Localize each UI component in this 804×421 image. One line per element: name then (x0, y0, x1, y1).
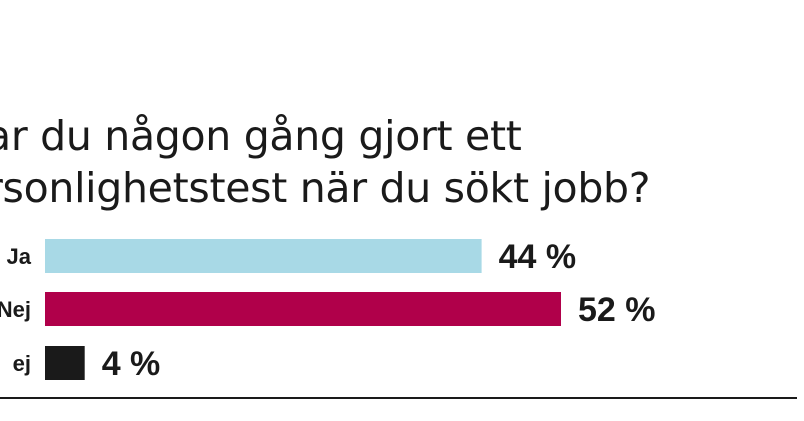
bottom-rule (0, 397, 797, 399)
value-label: 4 % (102, 345, 161, 383)
bar-nej (45, 292, 561, 326)
bar-ja (45, 239, 482, 273)
category-label: ej (13, 351, 31, 376)
chart-title-line-2: rsonlighetstest när du sökt jobb? (0, 164, 651, 212)
chart-title: ar du någon gång gjort ett rsonlighetste… (0, 110, 651, 214)
value-label: 52 % (578, 291, 656, 329)
category-label: Nej (0, 297, 31, 322)
category-label: Ja (7, 244, 32, 269)
bar-ej (45, 346, 85, 380)
chart-title-line-1: ar du någon gång gjort ett (0, 112, 522, 160)
value-label: 44 % (499, 238, 576, 276)
